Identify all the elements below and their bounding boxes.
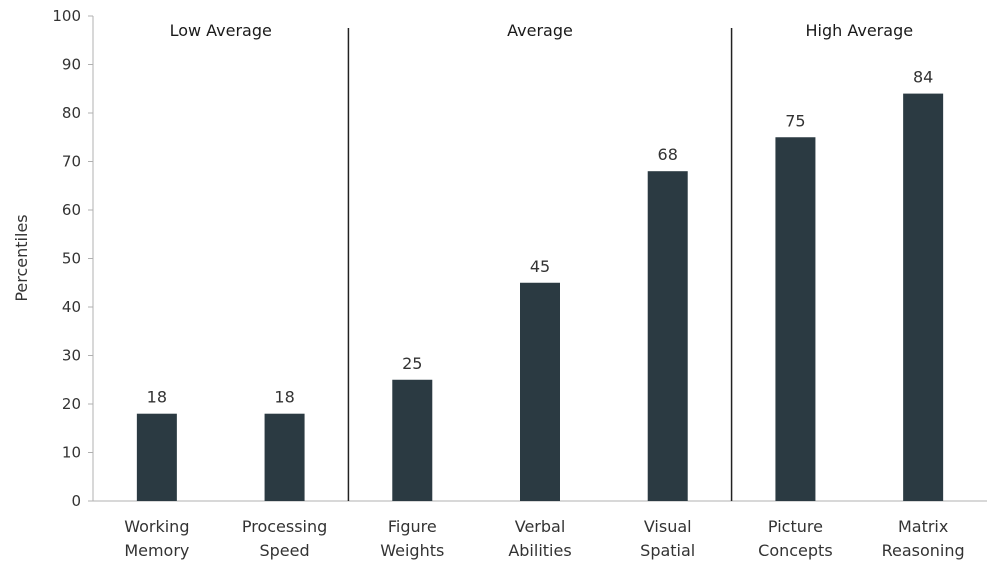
- x-tick-label: Working: [124, 517, 189, 536]
- bar-value-label: 18: [147, 388, 167, 407]
- bar: [392, 379, 433, 501]
- x-tick-label: Speed: [259, 541, 309, 560]
- x-tick-label: Memory: [124, 541, 189, 560]
- y-tick-label: 90: [62, 56, 81, 74]
- bar: [136, 413, 177, 501]
- bar-value-label: 68: [658, 145, 678, 164]
- group-dividers: [347, 28, 733, 501]
- y-tick-label: 60: [62, 201, 81, 219]
- bar-value-label: 25: [402, 354, 422, 373]
- y-tick-label: 20: [62, 395, 81, 413]
- bar-value-label: 45: [530, 257, 550, 276]
- x-tick-label: Concepts: [758, 541, 833, 560]
- y-tick-label: 40: [62, 298, 81, 316]
- x-tick-label: Weights: [380, 541, 444, 560]
- y-axis-label: Percentiles: [12, 214, 31, 301]
- x-tick-label: Verbal: [515, 517, 566, 536]
- bar-value-label: 75: [785, 111, 805, 130]
- bar: [903, 93, 944, 501]
- y-tick-label: 0: [71, 492, 81, 510]
- x-tick-label: Spatial: [640, 541, 695, 560]
- x-tick-label: Visual: [644, 517, 692, 536]
- x-tick-label: Reasoning: [882, 541, 965, 560]
- bar-value-label: 84: [913, 68, 933, 87]
- labels: 18 Working Memory 18 Processing Speed 25 Figure…: [124, 21, 964, 560]
- group-label: Low Average: [170, 21, 272, 40]
- y-tick-label: 50: [62, 250, 81, 268]
- x-tick-label: Processing: [242, 517, 327, 536]
- axes: 0 10 20 30 40 50 60 70 80 90 100: [52, 7, 987, 510]
- group-label: High Average: [806, 21, 914, 40]
- y-tick-label: 70: [62, 153, 81, 171]
- bar: [775, 137, 816, 501]
- y-tick-label: 100: [52, 7, 81, 25]
- x-tick-label: Abilities: [508, 541, 571, 560]
- bars: [136, 93, 944, 501]
- bar: [264, 413, 305, 501]
- y-tick-label: 80: [62, 104, 81, 122]
- bar: [647, 171, 688, 501]
- x-tick-label: Picture: [768, 517, 823, 536]
- y-tick-label: 30: [62, 347, 81, 365]
- x-tick-label: Matrix: [898, 517, 948, 536]
- bar-value-label: 18: [274, 388, 294, 407]
- y-tick-label: 10: [62, 444, 81, 462]
- x-tick-label: Figure: [388, 517, 437, 536]
- bar: [520, 282, 560, 501]
- group-label: Average: [507, 21, 573, 40]
